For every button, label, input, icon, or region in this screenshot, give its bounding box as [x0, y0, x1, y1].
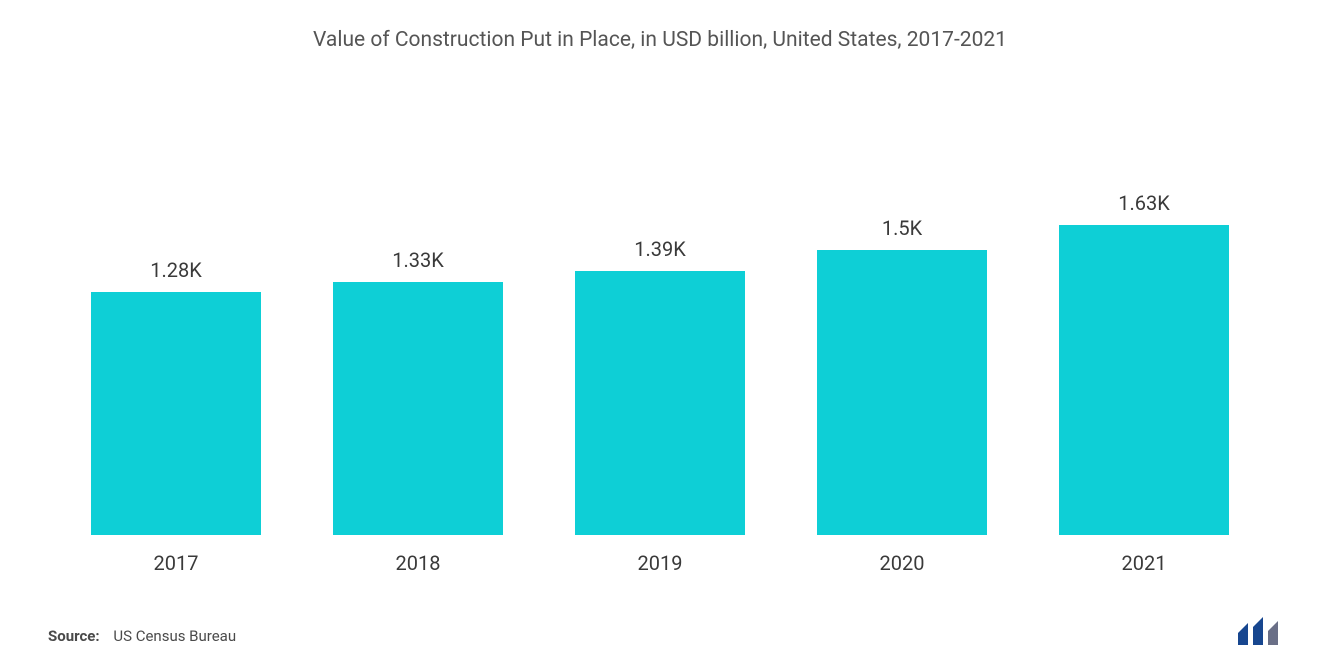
- bar: [575, 271, 745, 535]
- source-label: Source:: [48, 627, 100, 645]
- bar-value-label: 1.28K: [150, 258, 202, 282]
- bar-group: 1.5K: [817, 216, 987, 535]
- source-body: US Census Bureau: [113, 627, 236, 645]
- bar-value-label: 1.63K: [1118, 191, 1170, 215]
- bar-value-label: 1.33K: [392, 248, 444, 272]
- chart-plot-area: 1.28K 1.33K 1.39K 1.5K 1.63K: [55, 140, 1265, 535]
- brand-logo-icon: [1236, 617, 1290, 647]
- bar-value-label: 1.39K: [634, 237, 686, 261]
- bar-group: 1.33K: [333, 248, 503, 535]
- bar-value-label: 1.5K: [882, 216, 922, 240]
- bar: [91, 292, 261, 535]
- source-footer: Source: US Census Bureau: [48, 627, 236, 645]
- bar-group: 1.39K: [575, 237, 745, 535]
- bar: [1059, 225, 1229, 535]
- x-axis-label: 2017: [91, 551, 261, 575]
- bar: [817, 250, 987, 535]
- bar-group: 1.28K: [91, 258, 261, 535]
- bar: [333, 282, 503, 535]
- x-axis-label: 2021: [1059, 551, 1229, 575]
- x-axis-label: 2019: [575, 551, 745, 575]
- bar-group: 1.63K: [1059, 191, 1229, 535]
- x-axis: 2017 2018 2019 2020 2021: [55, 551, 1265, 575]
- x-axis-label: 2020: [817, 551, 987, 575]
- chart-title: Value of Construction Put in Place, in U…: [0, 0, 1320, 52]
- x-axis-label: 2018: [333, 551, 503, 575]
